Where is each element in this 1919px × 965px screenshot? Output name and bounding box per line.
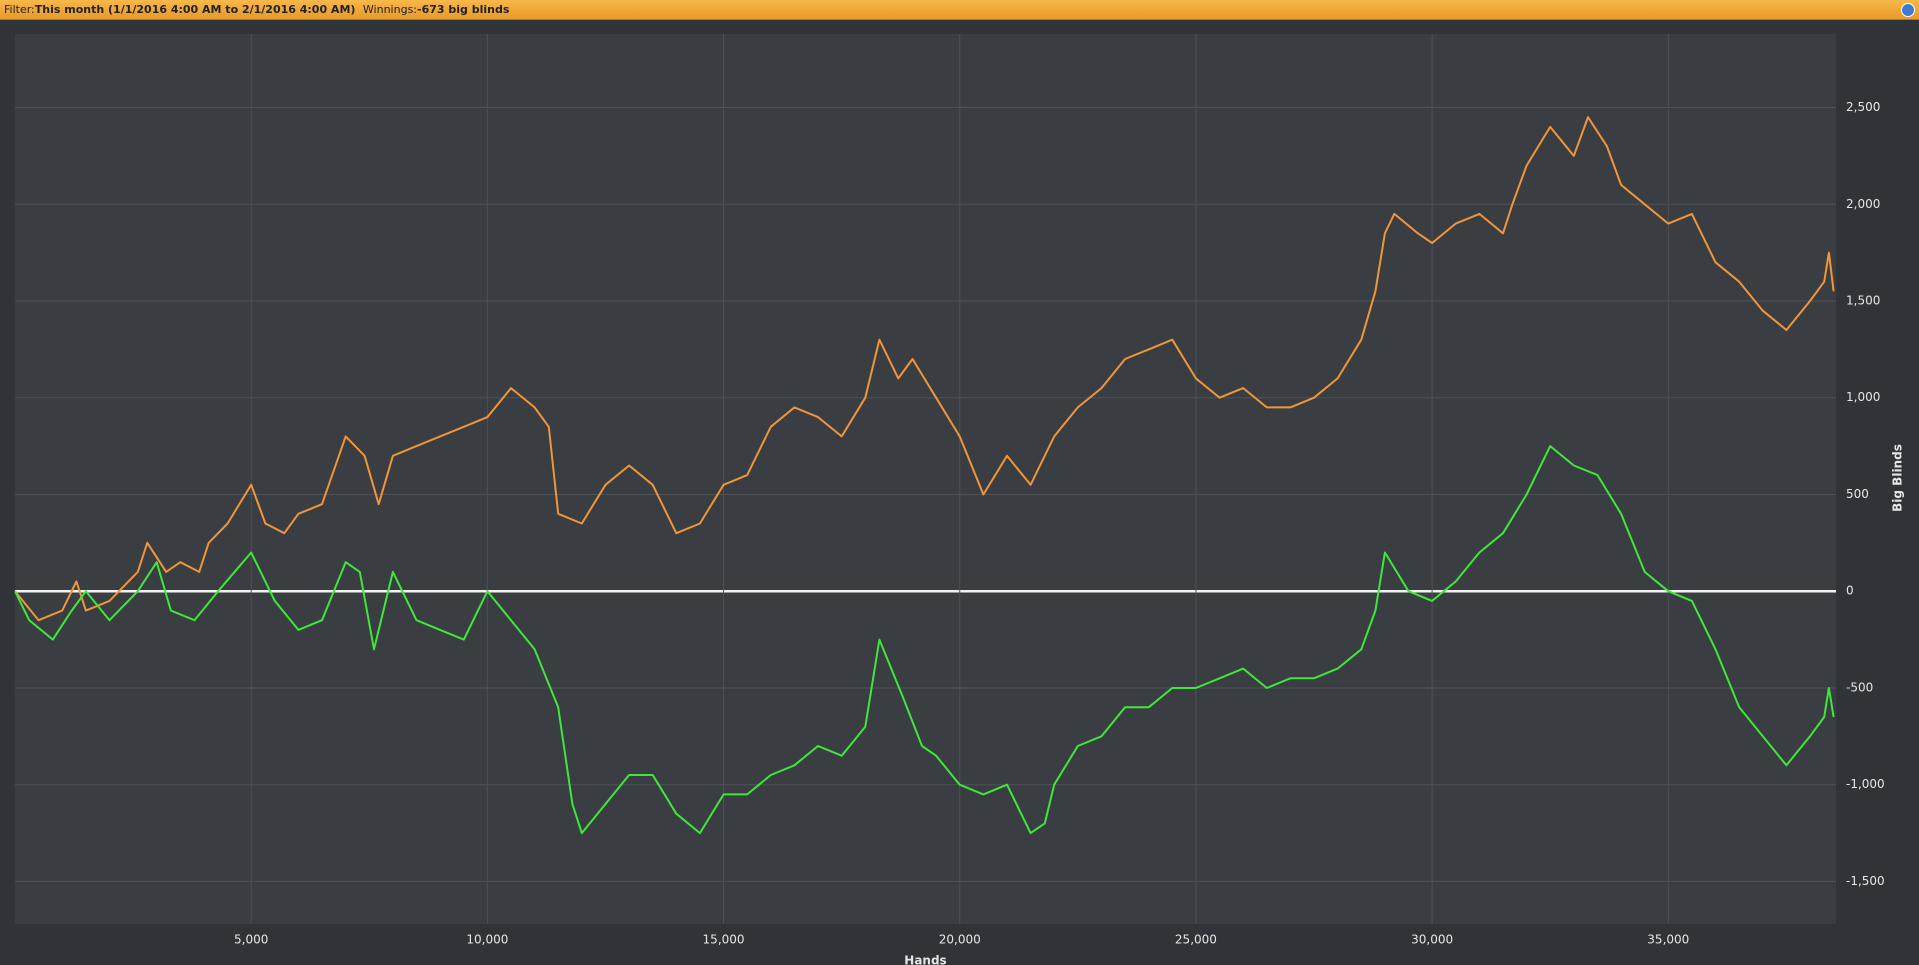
x-tick-label: 15,000 [703,933,745,947]
y-tick-label: 2,000 [1846,197,1880,211]
y-tick-label: 500 [1846,487,1869,501]
line-series [14,445,1835,835]
x-tick-label: 30,000 [1411,933,1453,947]
x-tick-label: 25,000 [1175,933,1217,947]
y-tick-label: 1,000 [1846,390,1880,404]
x-tick-label: 35,000 [1647,933,1689,947]
help-icon[interactable] [1901,3,1915,17]
x-tick-label: 20,000 [939,933,981,947]
y-tick-label: -500 [1846,680,1873,694]
y-tick-label: -1,000 [1846,777,1885,791]
chart: -1,500 -1,000 -500 0 500 1,000 1,500 2,000 2,500… [14,34,1905,965]
plot-area [15,34,1836,924]
y-tick-label: 1,500 [1846,294,1880,308]
x-tick-label: 10,000 [466,933,508,947]
y-tick-label: -1,500 [1846,874,1885,888]
y-tick-label: 0 [1846,584,1854,598]
y-tick-label: 2,500 [1846,100,1880,114]
winnings-label: Winnings: [362,3,418,16]
filter-label: Filter: [4,3,35,16]
winnings-value: -673 big blinds [417,3,510,16]
filter-bar: Filter:This month (1/1/2016 4:00 AM to 2… [0,0,1919,20]
y-axis-label: Big Blinds [1891,444,1905,512]
x-tick-label: 5,000 [234,933,268,947]
filter-value: This month (1/1/2016 4:00 AM to 2/1/2016… [34,3,356,16]
x-axis-label: Hands [904,954,946,965]
line-series [14,116,1835,622]
